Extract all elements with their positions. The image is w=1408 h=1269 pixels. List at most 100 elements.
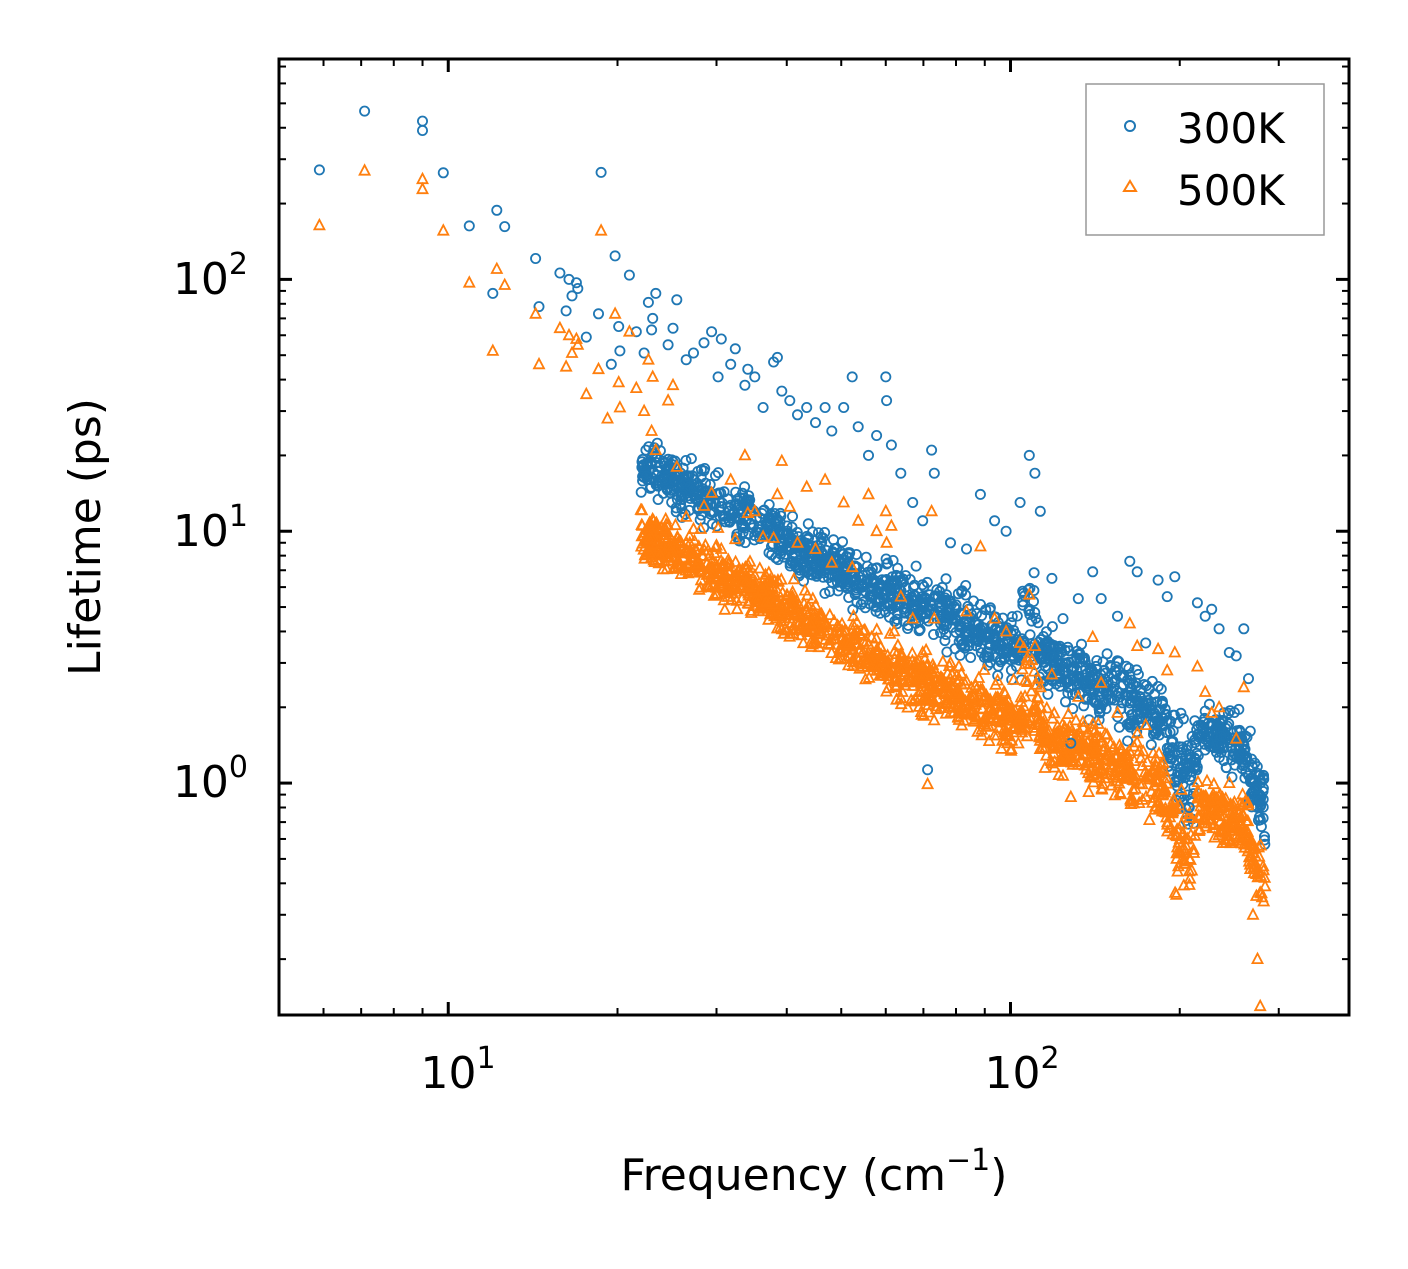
scatter-point-300k bbox=[1034, 505, 1046, 517]
scatter-point-500k-cloud bbox=[905, 646, 919, 659]
scatter-point-500k-cloud bbox=[979, 694, 993, 708]
scatter-point-500k-cloud bbox=[995, 741, 1009, 754]
scatter-point-500k-cloud bbox=[1164, 820, 1178, 834]
scatter-point-500k-cloud bbox=[1257, 894, 1271, 907]
scatter-point-500k-cloud bbox=[997, 722, 1011, 735]
scatter-point-500k bbox=[416, 181, 429, 195]
scatter-point-300k-cloud bbox=[954, 649, 966, 661]
scatter-point-500k-cloud bbox=[1226, 812, 1240, 825]
scatter-point-500k-cloud bbox=[1206, 787, 1220, 800]
scatter-point-500k bbox=[601, 411, 614, 424]
scatter-point-300k-cloud bbox=[891, 618, 903, 630]
scatter-point-500k-cloud bbox=[709, 587, 723, 600]
scatter-point-500k-cloud bbox=[1082, 784, 1096, 797]
scatter-point-500k bbox=[1045, 667, 1059, 680]
scatter-point-300k-cloud bbox=[806, 560, 818, 572]
scatter-point-500k-cloud bbox=[823, 637, 837, 650]
scatter-point-500k-cloud bbox=[1159, 810, 1173, 823]
scatter-point-500k-cloud bbox=[1083, 769, 1097, 782]
scatter-point-300k-cloud bbox=[1165, 753, 1177, 765]
scatter-point-300k-cloud bbox=[918, 581, 930, 593]
scatter-point-500k-cloud bbox=[951, 688, 965, 701]
scatter-point-300k-cloud bbox=[816, 548, 828, 560]
scatter-point-300k bbox=[826, 425, 838, 437]
scatter-point-300k bbox=[646, 324, 658, 336]
scatter-point-500k bbox=[845, 559, 859, 573]
scatter-point-500k-cloud bbox=[873, 639, 887, 652]
scatter-point-300k-cloud bbox=[931, 584, 943, 596]
scatter-point-500k-cloud bbox=[898, 668, 911, 681]
scatter-point-300k-cloud bbox=[934, 586, 946, 598]
scatter-point-500k-cloud bbox=[859, 671, 872, 685]
scatter-point-300k-cloud bbox=[1246, 759, 1258, 771]
scatter-point-500k bbox=[641, 352, 655, 365]
scatter-point-500k-cloud bbox=[756, 603, 770, 617]
scatter-point-300k-cloud bbox=[997, 612, 1009, 624]
scatter-point-500k-cloud bbox=[839, 635, 853, 648]
scatter-point-300k-cloud bbox=[648, 442, 660, 454]
scatter-point-500k-cloud bbox=[1014, 709, 1028, 722]
scatter-point-300k-cloud bbox=[679, 508, 691, 520]
scatter-point-500k-cloud bbox=[1241, 798, 1255, 811]
scatter-point-300k bbox=[1238, 623, 1250, 635]
scatter-point-500k-cloud bbox=[1213, 786, 1227, 800]
scatter-point-300k-cloud bbox=[766, 549, 778, 561]
scatter-point-300k-cloud bbox=[887, 596, 899, 608]
scatter-point-500k-cloud bbox=[1096, 776, 1109, 789]
scatter-point-300k-cloud bbox=[865, 585, 877, 597]
scatter-point-500k bbox=[486, 343, 500, 356]
scatter-point-300k-cloud bbox=[841, 574, 853, 586]
scatter-point-500k-cloud bbox=[1041, 734, 1055, 747]
scatter-point-300k bbox=[463, 220, 475, 232]
scatter-point-500k-cloud bbox=[902, 654, 916, 668]
scatter-point-500k bbox=[1182, 851, 1196, 864]
scatter-point-300k-cloud bbox=[1215, 730, 1227, 742]
scatter-point-300k-cloud bbox=[1257, 812, 1269, 824]
scatter-point-300k-cloud bbox=[1234, 724, 1246, 736]
scatter-point-500k-cloud bbox=[1053, 723, 1066, 736]
scatter-point-300k bbox=[776, 385, 788, 397]
scatter-point-300k bbox=[1029, 467, 1041, 479]
scatter-point-500k-cloud bbox=[833, 643, 847, 656]
scatter-point-500k-cloud bbox=[694, 521, 708, 534]
scatter-point-500k-cloud bbox=[656, 561, 670, 575]
scatter-point-500k-cloud bbox=[911, 656, 925, 669]
scatter-point-300k-cloud bbox=[946, 598, 958, 610]
scatter-point-500k-cloud bbox=[768, 573, 782, 587]
scatter-point-500k-cloud bbox=[1160, 824, 1174, 837]
scatter-point-500k-cloud bbox=[1160, 814, 1174, 828]
scatter-point-500k-cloud bbox=[888, 673, 902, 687]
scatter-point-500k bbox=[894, 589, 908, 602]
scatter-point-300k-cloud bbox=[802, 518, 814, 530]
scatter-point-500k-cloud bbox=[963, 689, 977, 702]
scatter-point-300k-cloud bbox=[886, 577, 898, 589]
scatter-point-300k-cloud bbox=[806, 546, 818, 558]
scatter-point-500k-cloud bbox=[782, 602, 796, 615]
scatter-point-500k-cloud bbox=[1025, 652, 1039, 666]
scatter-point-300k-cloud bbox=[778, 551, 790, 563]
scatter-point-500k-cloud bbox=[1017, 710, 1031, 723]
scatter-point-500k-cloud bbox=[1076, 720, 1090, 733]
scatter-point-500k-cloud bbox=[847, 608, 860, 622]
scatter-point-500k-cloud bbox=[803, 615, 817, 629]
scatter-point-300k-cloud bbox=[941, 612, 953, 624]
scatter-point-300k bbox=[885, 439, 897, 451]
scatter-point-300k-cloud bbox=[1045, 638, 1057, 650]
scatter-point-300k bbox=[810, 417, 822, 429]
scatter-point-500k-cloud bbox=[800, 588, 814, 601]
scatter-point-500k-cloud bbox=[843, 648, 857, 662]
scatter-point-500k bbox=[1022, 587, 1036, 600]
scatter-point-500k-cloud bbox=[1215, 825, 1229, 838]
scatter-point-500k-cloud bbox=[766, 596, 780, 610]
scatter-point-500k-cloud bbox=[797, 596, 811, 609]
scatter-point-300k-cloud bbox=[1104, 660, 1116, 672]
scatter-point-500k bbox=[498, 277, 512, 290]
scatter-point-300k-cloud bbox=[902, 623, 914, 635]
scatter-point-500k-cloud bbox=[1036, 740, 1050, 753]
scatter-point-300k bbox=[1230, 650, 1242, 662]
scatter-point-500k-cloud bbox=[1243, 857, 1257, 870]
scatter-point-300k bbox=[1183, 802, 1195, 814]
scatter-point-300k-cloud bbox=[910, 560, 922, 572]
